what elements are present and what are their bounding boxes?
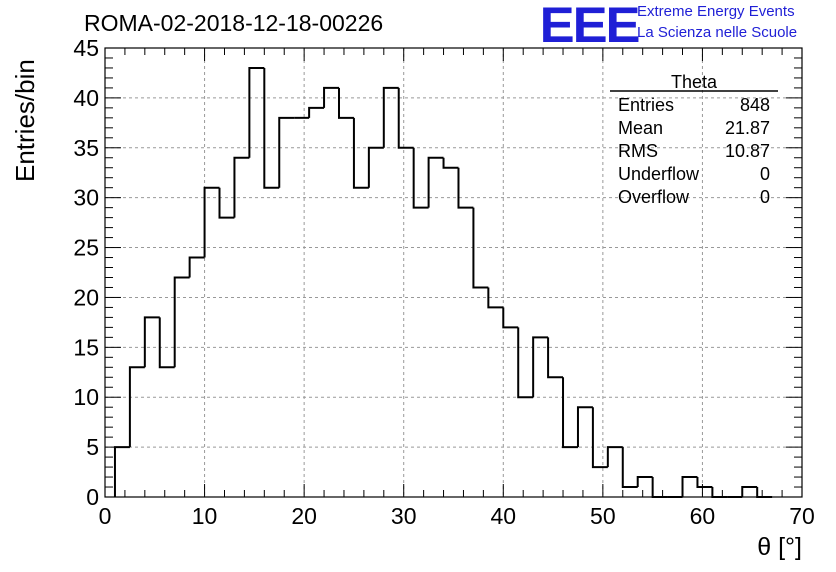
- histogram-bin: [621, 447, 638, 489]
- stats-box: Theta Entries 848 Mean 21.87 RMS 10.87 Underflo…: [610, 72, 778, 207]
- histogram-bin: [696, 477, 713, 489]
- histogram-bin: [323, 86, 339, 108]
- eee-logo: EEE: [539, 0, 641, 53]
- x-tick-label: 50: [590, 503, 616, 529]
- frame-layer: [104, 47, 803, 498]
- histogram-bin: [472, 207, 489, 289]
- stats-row-label: Overflow: [618, 187, 690, 207]
- histogram-bin: [756, 487, 773, 498]
- plot-frame: [104, 47, 803, 498]
- histogram-bin: [233, 156, 250, 218]
- histogram-layer: [113, 66, 773, 498]
- stats-row-value: 848: [740, 95, 770, 115]
- histogram-bin: [741, 486, 758, 497]
- histogram-bin: [636, 476, 653, 488]
- histogram-bin: [188, 256, 205, 278]
- y-tick-label: 20: [73, 284, 99, 310]
- histogram-bin: [442, 157, 459, 169]
- eee-logo-text: EEE: [539, 0, 641, 53]
- histogram-bin: [711, 487, 728, 498]
- histogram-bin: [382, 86, 399, 148]
- stats-row-value: 0: [760, 187, 770, 207]
- histogram-bin: [457, 167, 474, 209]
- histogram-bin: [606, 446, 623, 468]
- histogram-bin: [681, 476, 698, 497]
- x-tick-label: 40: [490, 503, 516, 529]
- histogram-bin: [218, 187, 235, 219]
- histogram-bin: [278, 116, 295, 188]
- histogram-bin: [412, 147, 429, 209]
- stats-row-label: Underflow: [618, 164, 700, 184]
- histogram-bin: [143, 316, 160, 368]
- y-tick-label: 0: [86, 484, 99, 510]
- y-tick-label: 30: [73, 185, 99, 211]
- y-tick-label: 35: [73, 135, 99, 161]
- y-tick-label: 15: [73, 334, 99, 360]
- histogram-bin: [367, 146, 384, 188]
- stats-row-label: Entries: [618, 95, 674, 115]
- histogram-bin: [517, 327, 534, 399]
- x-tick-label: 10: [192, 503, 218, 529]
- y-tick-label: 40: [73, 85, 99, 111]
- x-axis-label: θ [°]: [757, 533, 802, 561]
- stats-title: Theta: [671, 72, 718, 92]
- grid-layer: [105, 48, 802, 497]
- x-tick-label: 60: [690, 503, 716, 529]
- histogram-bin: [263, 67, 280, 189]
- histogram-bin: [532, 336, 549, 398]
- histogram-bin: [651, 477, 668, 498]
- histogram-bin: [337, 87, 354, 119]
- histogram-bin: [128, 366, 145, 448]
- stats-row-label: Mean: [618, 118, 663, 138]
- histogram-bin: [248, 66, 265, 158]
- histogram-bin: [427, 156, 444, 208]
- run-title: ROMA-02-2018-12-18-00226: [84, 10, 384, 36]
- histogram-bin: [158, 317, 175, 369]
- histogram-bin: [308, 106, 325, 118]
- y-tick-label: 5: [86, 434, 99, 460]
- histogram-bin: [487, 287, 504, 309]
- brand-line-1: Extreme Energy Events: [637, 3, 795, 20]
- y-tick-label: 45: [73, 35, 99, 61]
- histogram-bin: [352, 117, 369, 189]
- stats-row-value: 10.87: [725, 141, 770, 161]
- x-tick-label: 70: [789, 503, 815, 529]
- histogram-bin: [591, 407, 608, 469]
- tick-layer: 0 10 20 30 40 50 60 70 0 5 10 15 20 25 30 35 40 45: [73, 35, 814, 529]
- histogram-bin: [203, 186, 220, 258]
- histogram-bin: [547, 337, 564, 379]
- stats-row-value: 0: [760, 164, 770, 184]
- histogram-bin: [562, 377, 578, 449]
- brand-line-2: La Scienza nelle Scuole: [637, 24, 798, 41]
- histogram-bin: [173, 276, 190, 368]
- histogram-bin: [576, 406, 593, 448]
- histogram-bin: [113, 446, 130, 497]
- histogram-bin: [502, 307, 519, 329]
- y-tick-label: 25: [73, 235, 99, 261]
- histogram-bin: [397, 87, 414, 149]
- x-tick-label: 30: [391, 503, 417, 529]
- stats-row-value: 21.87: [725, 118, 770, 138]
- stats-row-label: RMS: [618, 141, 658, 161]
- y-tick-label: 10: [73, 384, 99, 410]
- x-tick-label: 20: [291, 503, 317, 529]
- x-tick-label: 0: [99, 503, 112, 529]
